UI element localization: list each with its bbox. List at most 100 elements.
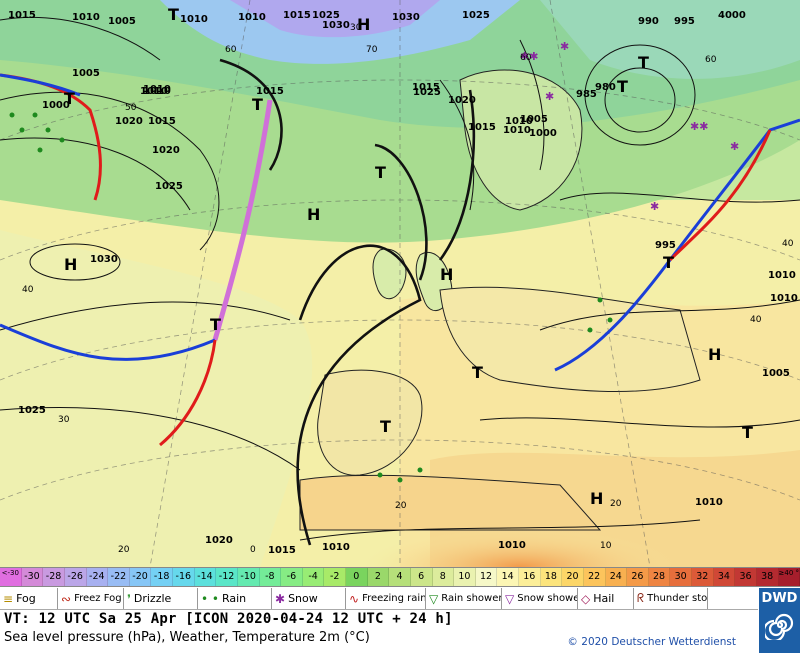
svg-text:✱✱: ✱✱ [690, 120, 708, 133]
scale-cell: 36 [735, 568, 757, 586]
legend-snow-shower: ▽ Snow shower [502, 588, 578, 609]
grid-label: 40 [750, 315, 762, 325]
isobar-label: 1010 [143, 84, 171, 95]
isobar-label: 1015 [148, 116, 176, 127]
scale-cell: 14 [497, 568, 519, 586]
low-center: T [375, 163, 386, 182]
scale-cell: -12 [216, 568, 238, 586]
isobar-label: 1020 [115, 116, 143, 127]
isobar-label: 1020 [205, 535, 233, 546]
grid-label: 30 [58, 415, 70, 425]
scale-cell: 20 [562, 568, 584, 586]
legend-label: Fog [16, 592, 36, 605]
isobar-label: 1025 [413, 87, 441, 98]
isobar-label: 1025 [462, 10, 490, 21]
isobar-label: 1025 [18, 405, 46, 416]
isobar-label: 1005 [108, 16, 136, 27]
scale-cell: 38 [756, 568, 779, 586]
logo-text: DWD [761, 591, 798, 606]
isobar-label: 1020 [152, 145, 180, 156]
low-center: T [380, 417, 391, 436]
isobar-label: 1010 [143, 86, 171, 97]
snow-shower-icon: ▽ [505, 591, 515, 606]
grid-label: 40 [782, 239, 794, 249]
isobar-label: 980 [595, 82, 616, 93]
svg-text:✱✱: ✱✱ [520, 50, 538, 63]
hail-icon: ◇ [581, 591, 591, 606]
legend-drizzle: ❜ Drizzle [124, 588, 198, 609]
grid-label: 0 [250, 545, 256, 555]
grid-label: 60 [225, 45, 237, 55]
dwd-logo: DWD [759, 588, 800, 653]
grid-label: 10 [600, 541, 612, 551]
isobar-label: 1015 [268, 545, 296, 556]
isobar-label: 4000 [718, 10, 746, 21]
grid-label: 50 [125, 103, 137, 113]
scale-cell: 2 [367, 568, 390, 586]
scale-cell: 34 [713, 568, 736, 586]
isobar-label: 1010 [768, 270, 796, 281]
scale-cell: 8 [432, 568, 455, 586]
scale-cell: 28 [648, 568, 671, 586]
grid-label: 20 [610, 499, 622, 509]
freezing-fog-icon: ∾ [61, 591, 72, 606]
isobar-label: 1010 [503, 125, 531, 136]
low-center: T [168, 5, 179, 24]
fog-icon: ≡ [3, 591, 14, 606]
scale-cell: -22 [108, 568, 130, 586]
svg-text:✱: ✱ [545, 90, 554, 103]
weather-symbol-legend: ≡ Fog ∾ Freez Fog ❜ Drizzle • • Rain ✱ S… [0, 588, 758, 610]
scale-cell: 22 [583, 568, 606, 586]
snow-icon: ✱ [275, 591, 286, 606]
freezing-rain-icon: ∿ [349, 591, 360, 606]
svg-text:✱: ✱ [650, 200, 659, 213]
isobar-label: 985 [576, 89, 597, 100]
isobar-label: 990 [638, 16, 659, 27]
high-center: H [708, 345, 721, 364]
legend-label: Thunder storm [647, 592, 708, 604]
isobar-label: 1025 [312, 10, 340, 21]
scale-cell: -18 [151, 568, 173, 586]
isobar-label: 1010 [180, 14, 208, 25]
high-center: H [590, 489, 603, 508]
scale-cell: 30 [670, 568, 692, 586]
low-center: T [617, 77, 628, 96]
high-center: H [357, 15, 370, 34]
scale-cell: 4 [389, 568, 411, 586]
isobar-label: 995 [674, 16, 695, 27]
isobar-label: 1030 [392, 12, 420, 23]
isobar-label: 1030 [322, 20, 350, 31]
legend-rain-shower: ▽ Rain shower [426, 588, 502, 609]
legend-snow: ✱ Snow [272, 588, 346, 609]
grid-label: 70 [366, 45, 378, 55]
scale-cell: 10 [454, 568, 476, 586]
scale-cell: -20 [129, 568, 152, 586]
legend-fog: ≡ Fog [0, 588, 58, 609]
isobar-label: 1010 [498, 540, 526, 551]
legend-label: Drizzle [133, 592, 172, 605]
scale-cell: 24 [605, 568, 628, 586]
legend-hail: ◇ Hail [578, 588, 634, 609]
isobar-label: 1010 [140, 86, 168, 97]
isobar-label: 1010 [695, 497, 723, 508]
weather-map: ✱✱ ✱ ✱✱ ✱ ✱ ✱ 1015 1010 1005 1000 1015 1025 … [0, 0, 800, 567]
legend-thunderstorm: ᖇ Thunder storm [634, 588, 708, 609]
isobar-label: 1015 [256, 86, 284, 97]
scale-cell: 12 [475, 568, 498, 586]
high-center: H [307, 205, 320, 224]
scale-cell: -14 [194, 568, 217, 586]
isobar-label: 1005 [762, 368, 790, 379]
isobar-label: 1015 [412, 82, 440, 93]
spiral-icon [764, 613, 793, 640]
scale-cell: -10 [237, 568, 260, 586]
isobar-label: 1030 [90, 254, 118, 265]
isobar-label: 1005 [72, 68, 100, 79]
scale-cell: -30 [21, 568, 44, 586]
low-center: T [472, 363, 483, 382]
map-canvas: ✱✱✱✱✱ ✱✱✱ 1015 1010 1005 1000 1015 1025 … [0, 0, 800, 567]
isobar-label: 1000 [529, 128, 557, 139]
scale-cell: 32 [692, 568, 714, 586]
legend-label: Hail [593, 592, 615, 605]
scale-cell: -4 [302, 568, 325, 586]
thunderstorm-icon: ᖇ [637, 591, 645, 605]
